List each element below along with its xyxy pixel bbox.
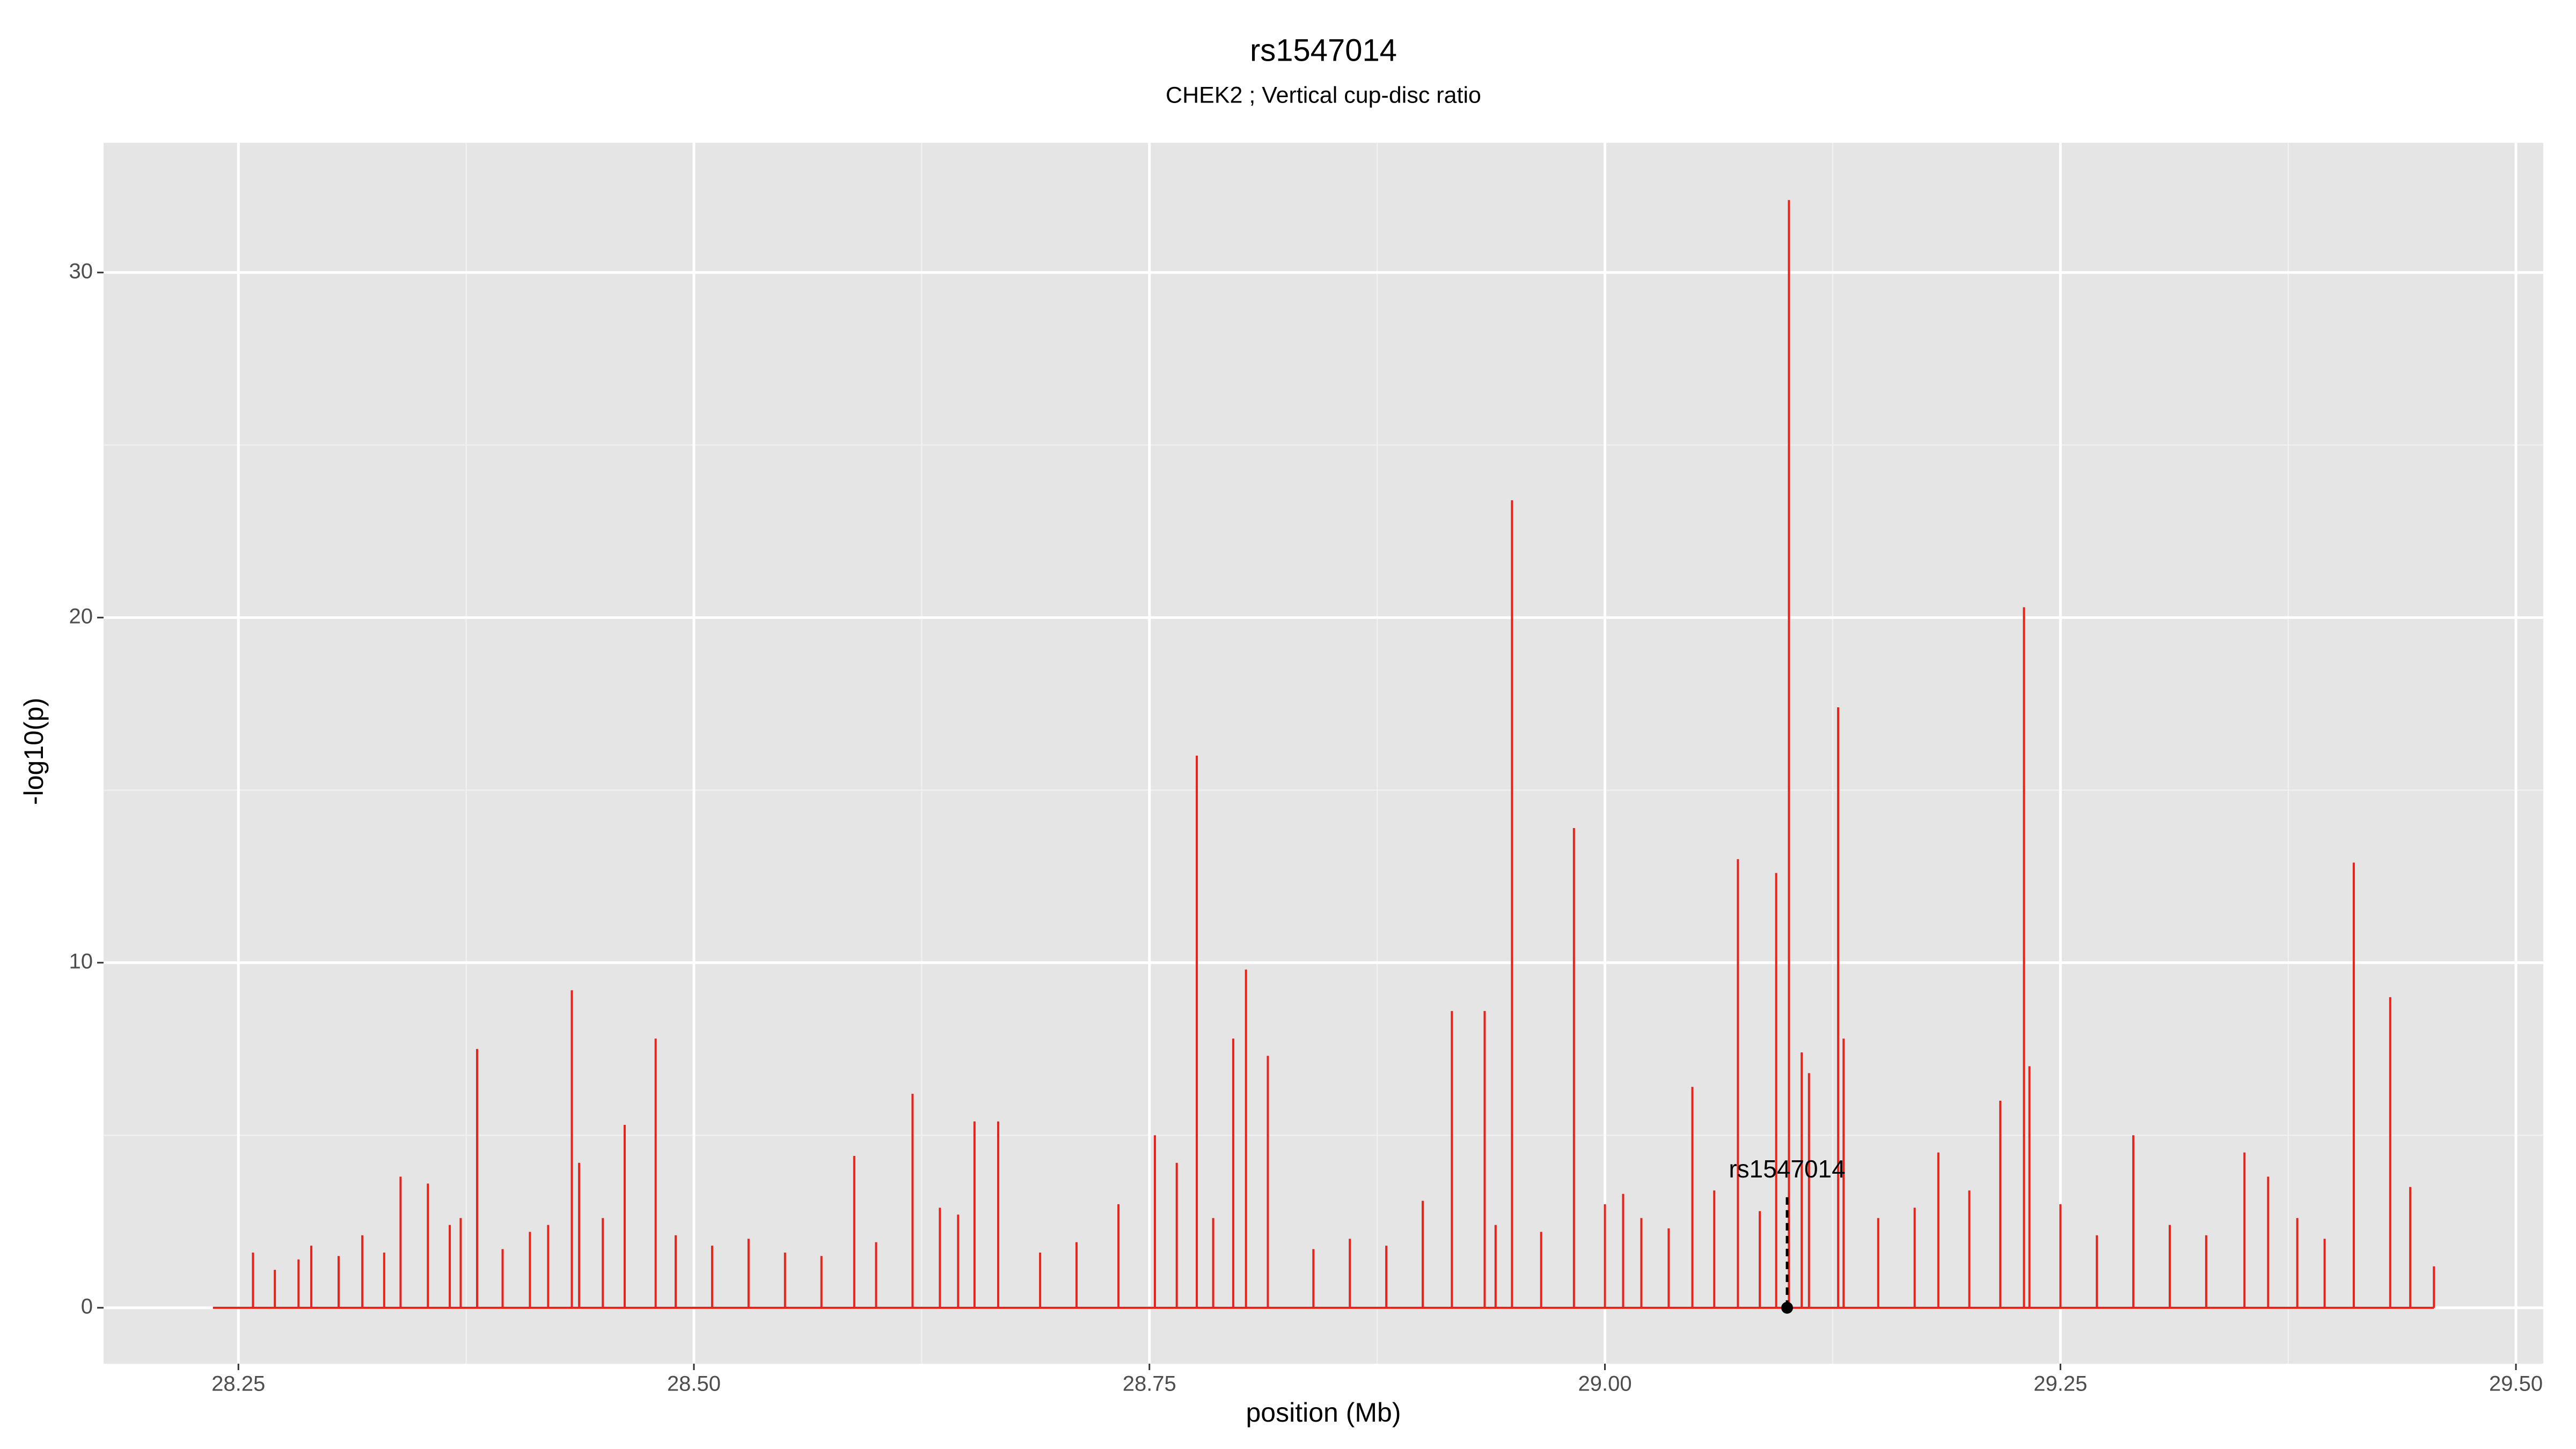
y-tick-label: 10: [69, 949, 93, 973]
x-axis-title: position (Mb): [1246, 1397, 1401, 1428]
y-tick-label: 0: [81, 1294, 93, 1318]
annotation-label: rs1547014: [1729, 1155, 1845, 1183]
chart-title: rs1547014: [1250, 33, 1397, 68]
x-tick-label: 29.00: [1578, 1372, 1631, 1396]
x-tick-label: 28.50: [667, 1372, 721, 1396]
annotation-point: [1781, 1301, 1794, 1314]
x-tick-label: 28.25: [211, 1372, 265, 1396]
y-tick-label: 30: [69, 259, 93, 283]
x-tick-label: 29.25: [2033, 1372, 2087, 1396]
x-tick-label: 28.75: [1123, 1372, 1176, 1396]
y-tick-label: 20: [69, 604, 93, 628]
chart-subtitle: CHEK2 ; Vertical cup-disc ratio: [1166, 82, 1481, 108]
plot-background: [104, 143, 2543, 1364]
y-axis-title: -log10(p): [19, 698, 49, 805]
x-tick-label: 29.50: [2489, 1372, 2543, 1396]
